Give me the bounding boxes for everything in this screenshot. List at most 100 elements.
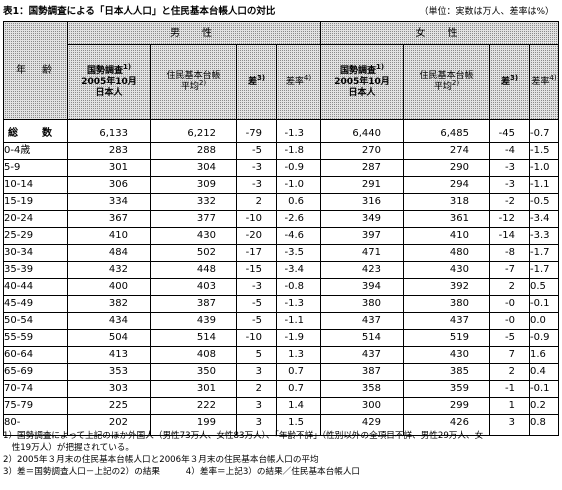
- registry-avg: 平均: [433, 82, 452, 92]
- male-rate-value: 1.4: [276, 397, 321, 415]
- note-ref-4: 4): [303, 73, 312, 82]
- female-rate-header: 差率4): [529, 44, 559, 120]
- female-registry-value: 318: [403, 193, 490, 211]
- male-diff-value: 3: [236, 397, 277, 415]
- female-diff-value: 7: [489, 346, 530, 364]
- age-label: 65-69: [3, 363, 68, 381]
- female-census-value: 270: [320, 142, 404, 160]
- female-census-value: 6,440: [320, 119, 404, 143]
- male-diff-header: 差3): [236, 44, 277, 120]
- male-header: 男 性: [67, 21, 321, 45]
- age-label: 45-49: [3, 295, 68, 313]
- male-registry-value: 408: [150, 346, 237, 364]
- female-diff-value: -3: [489, 159, 530, 177]
- male-rate-value: -3.5: [276, 244, 321, 262]
- note-ref-2: 2): [451, 79, 460, 87]
- table-row: 55-59 504 514 -10 -1.9 514 519 -5 -0.9: [3, 329, 559, 347]
- female-rate-value: 0.0: [529, 312, 559, 330]
- male-registry-value: 288: [150, 142, 237, 160]
- age-label: 0-4歳: [3, 142, 68, 160]
- female-rate-value: -1.5: [529, 142, 559, 160]
- male-diff-value: -5: [236, 312, 277, 330]
- male-registry-value: 350: [150, 363, 237, 381]
- female-census-value: 287: [320, 159, 404, 177]
- female-census-value: 397: [320, 227, 404, 245]
- female-census-value: 437: [320, 346, 404, 364]
- male-diff-value: -10: [236, 329, 277, 347]
- male-census-value: 283: [67, 142, 151, 160]
- female-rate-value: -0.5: [529, 193, 559, 211]
- male-diff-value: -10: [236, 210, 277, 228]
- male-rate-value: -0.9: [276, 159, 321, 177]
- male-census-value: 410: [67, 227, 151, 245]
- registry-label: 住民基本台帳: [166, 71, 221, 81]
- female-census-value: 387: [320, 363, 404, 381]
- female-census-value: 358: [320, 380, 404, 398]
- male-registry-value: 304: [150, 159, 237, 177]
- footnote: 性19万人）が把握されている。: [3, 443, 134, 453]
- male-rate-header: 差率4): [276, 44, 321, 120]
- female-census-value: 316: [320, 193, 404, 211]
- male-registry-value: 430: [150, 227, 237, 245]
- female-diff-value: -5: [489, 329, 530, 347]
- male-census-value: 367: [67, 210, 151, 228]
- female-rate-value: -1.7: [529, 244, 559, 262]
- age-label: 50-54: [3, 312, 68, 330]
- female-census-value: 394: [320, 278, 404, 296]
- census-date: 2005年10月: [81, 76, 137, 87]
- female-rate-value: -1.1: [529, 176, 559, 194]
- male-registry-value: 222: [150, 397, 237, 415]
- female-diff-header: 差3): [489, 44, 530, 120]
- unit-note: （単位：実数は万人、差率は%）: [419, 7, 554, 17]
- female-registry-value: 410: [403, 227, 490, 245]
- female-diff-value: -3: [489, 176, 530, 194]
- age-label: 15-19: [3, 193, 68, 211]
- female-census-value: 291: [320, 176, 404, 194]
- female-diff-value: 1: [489, 397, 530, 415]
- table-row: 80- 202 199 3 1.5 429 426 3 0.8: [3, 414, 559, 436]
- female-diff-value: -2: [489, 193, 530, 211]
- female-census-value: 300: [320, 397, 404, 415]
- male-diff-value: -3: [236, 278, 277, 296]
- table-row: 0-4歳 283 288 -5 -1.8 270 274 -4 -1.5: [3, 142, 559, 160]
- diff-label: 差: [247, 76, 257, 87]
- age-label: 70-74: [3, 380, 68, 398]
- age-label: 20-24: [3, 210, 68, 228]
- age-label: 60-64: [3, 346, 68, 364]
- female-header: 女 性: [320, 21, 559, 45]
- footnote: 3）差＝国勢調査人口－上記の2）の結果 4）差率＝上記3）の結果／住民基本台帳人…: [3, 467, 361, 477]
- table-row: 70-74 303 301 2 0.7 358 359 -1 -0.1: [3, 380, 559, 398]
- table-row: 50-54 434 439 -5 -1.1 437 437 -0 0.0: [3, 312, 559, 330]
- female-rate-value: -0.1: [529, 380, 559, 398]
- male-rate-value: -1.1: [276, 312, 321, 330]
- male-rate-value: -2.6: [276, 210, 321, 228]
- diff-label: 差: [500, 76, 510, 87]
- female-registry-value: 437: [403, 312, 490, 330]
- female-diff-value: -4: [489, 142, 530, 160]
- female-rate-value: -0.1: [529, 295, 559, 313]
- female-rate-value: -3.4: [529, 210, 559, 228]
- male-registry-header: 住民基本台帳 平均2): [150, 44, 237, 120]
- male-census-value: 301: [67, 159, 151, 177]
- table-title: 表1：国勢調査による「日本人人口」と住民基本台帳人口の対比: [3, 6, 276, 17]
- male-diff-value: 2: [236, 380, 277, 398]
- footnote: 1）国勢調査によって上記のほか外国人（男性73万人、女性83万人）、「年齢不詳」…: [3, 431, 484, 441]
- female-diff-value: -7: [489, 261, 530, 279]
- note-ref-3: 3): [509, 73, 519, 82]
- footnotes: 1）国勢調査によって上記のほか外国人（男性73万人、女性83万人）、「年齢不詳」…: [3, 430, 559, 478]
- male-registry-value: 332: [150, 193, 237, 211]
- female-registry-value: 430: [403, 261, 490, 279]
- male-census-value: 484: [67, 244, 151, 262]
- registry-avg: 平均: [180, 82, 199, 92]
- male-diff-value: -3: [236, 159, 277, 177]
- male-rate-value: 0.6: [276, 193, 321, 211]
- female-diff-value: -8: [489, 244, 530, 262]
- registry-label: 住民基本台帳: [419, 71, 474, 81]
- female-registry-value: 294: [403, 176, 490, 194]
- rate-label: 差率: [285, 76, 304, 87]
- age-label: 80-: [3, 414, 68, 436]
- male-rate-value: -0.8: [276, 278, 321, 296]
- female-diff-value: 3: [489, 414, 530, 436]
- male-rate-value: 0.7: [276, 363, 321, 381]
- female-census-value: 349: [320, 210, 404, 228]
